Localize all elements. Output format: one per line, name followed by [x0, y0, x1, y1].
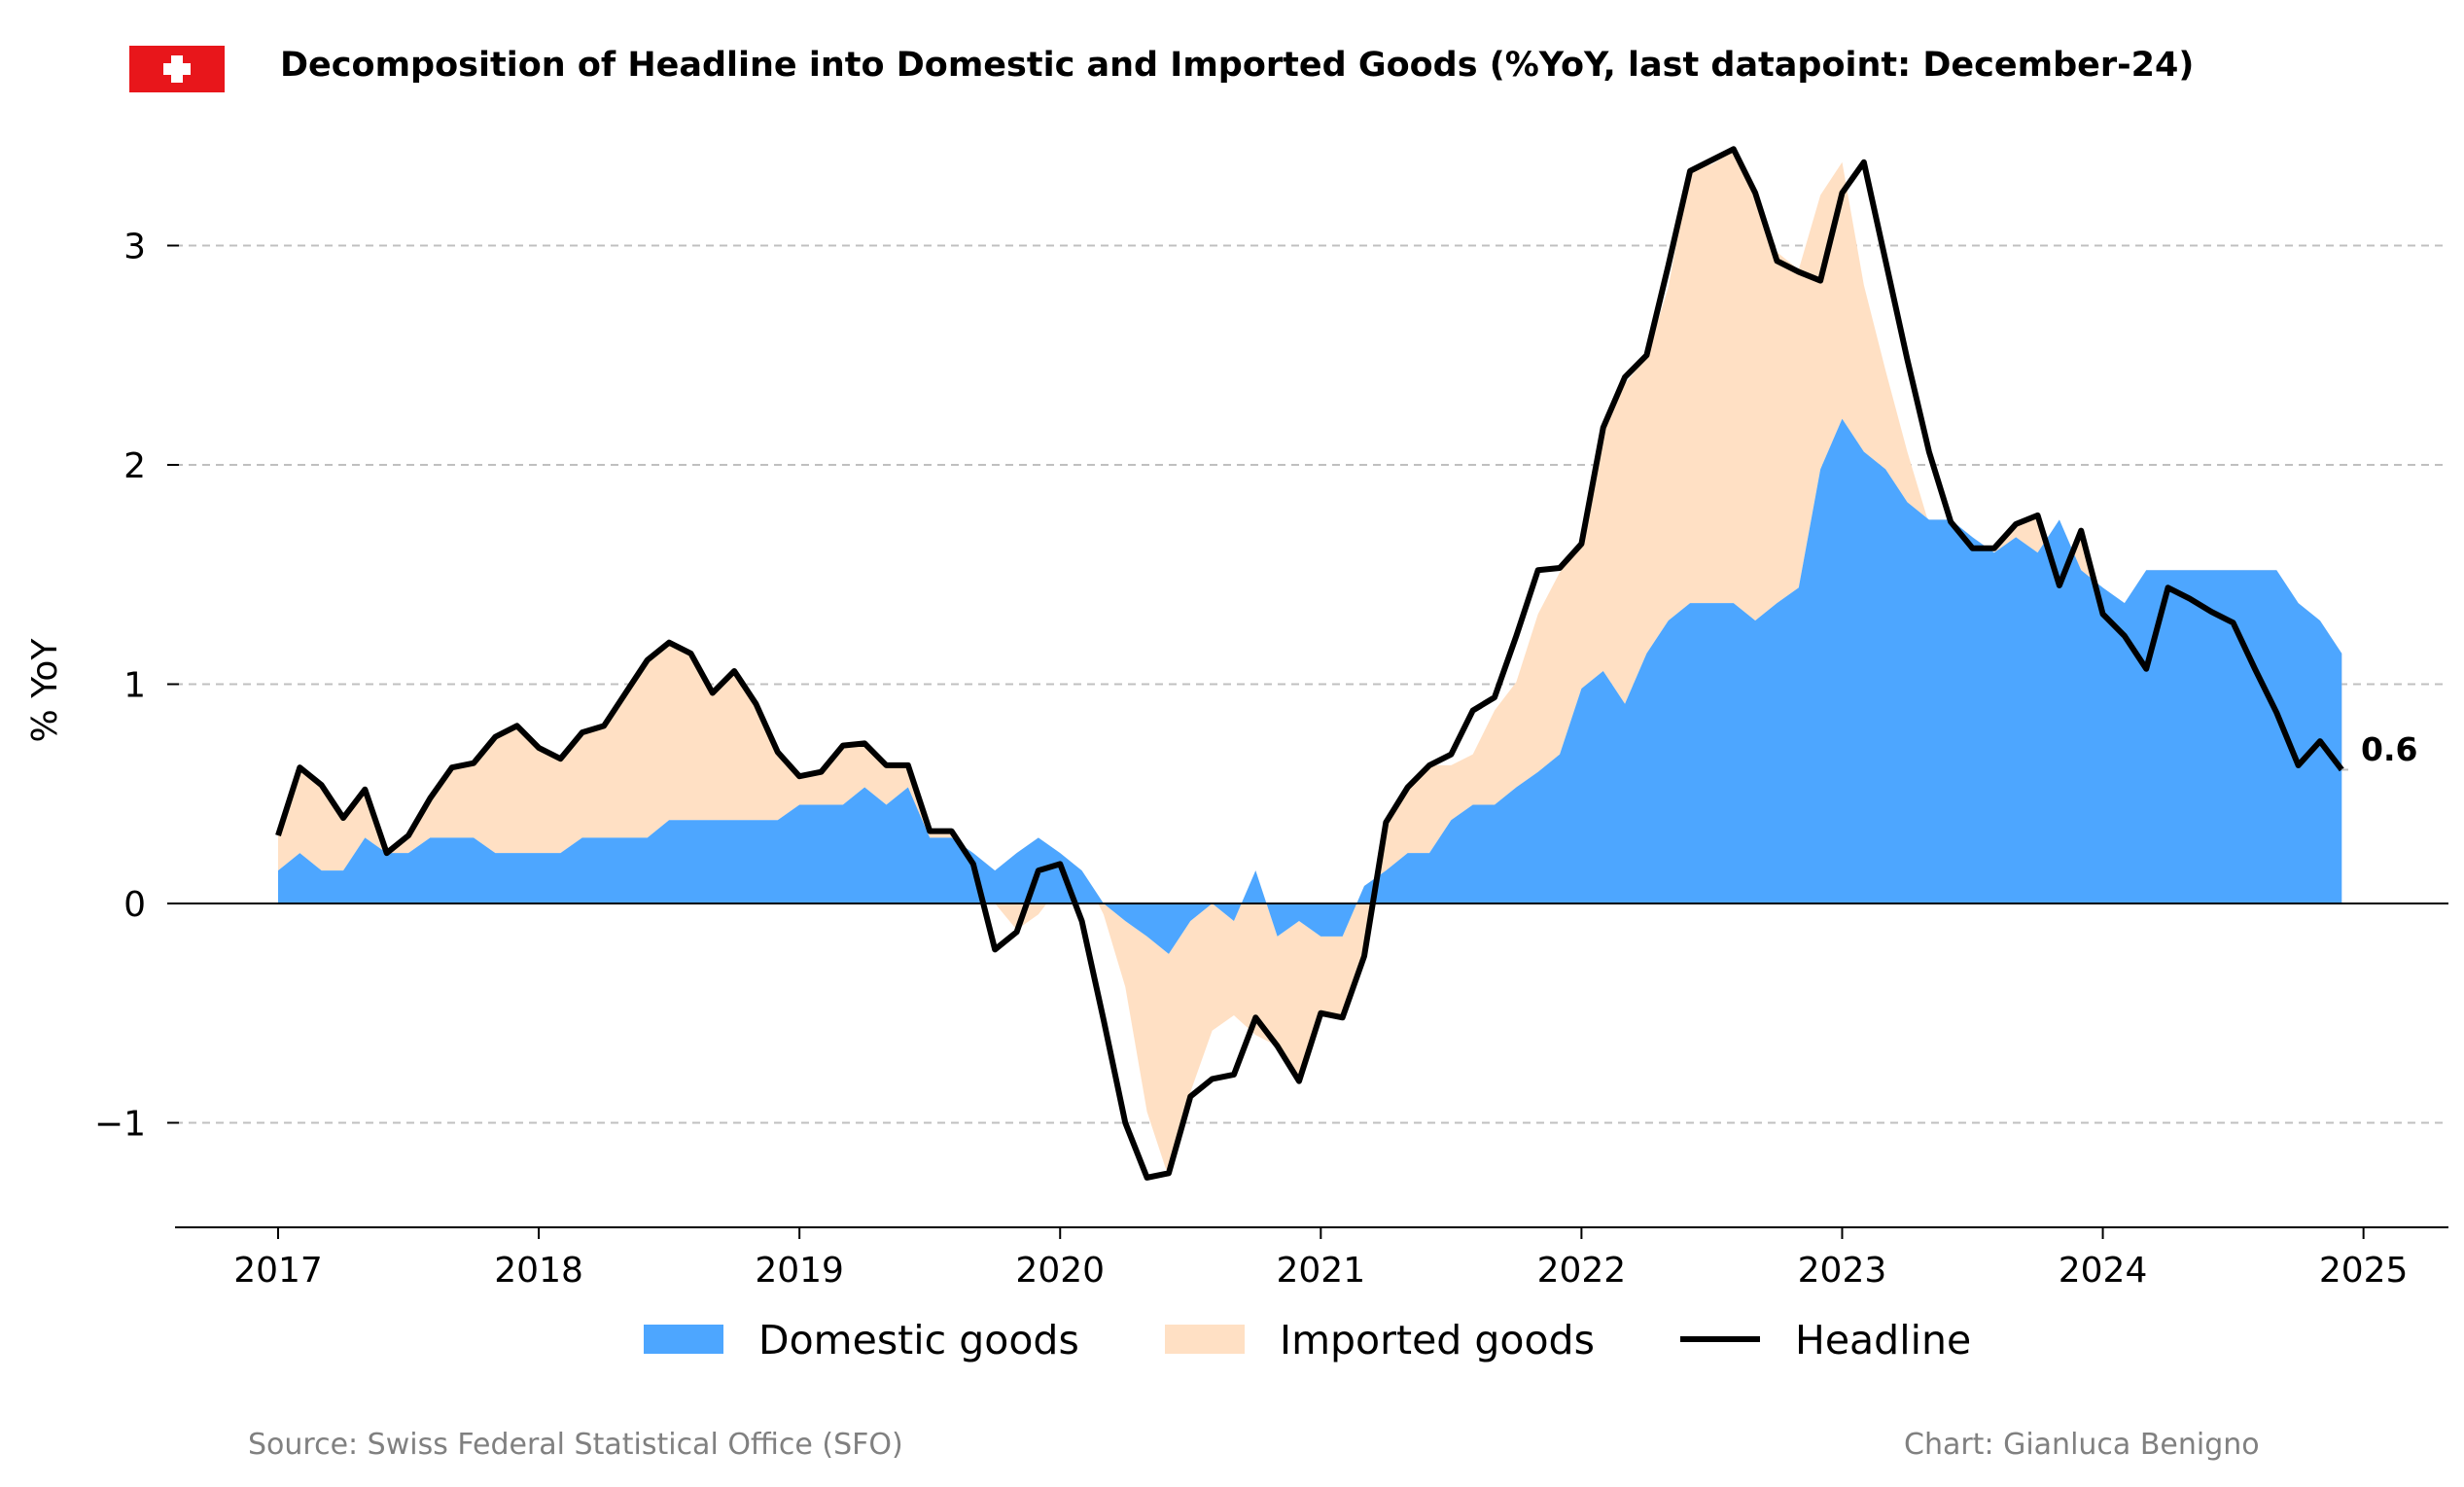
legend-label-headline: Headline: [1795, 1317, 1971, 1363]
x-tick-label: 2017: [233, 1251, 323, 1291]
x-tick-label: 2018: [494, 1251, 583, 1291]
y-axis-label: % YoY: [25, 638, 65, 743]
x-tick-label: 2019: [755, 1251, 844, 1291]
axes: −1 0 1 2 3 2017 2018 2019 2020 2021 2022 2023 2024 20…: [94, 228, 2448, 1291]
legend: Domestic goods Imported goods Headline: [644, 1317, 1971, 1363]
series-line-headline: [275, 146, 2344, 1181]
legend-swatch-imported: [1165, 1325, 1245, 1354]
x-tick-label: 2023: [1798, 1251, 1887, 1291]
legend-label-imported: Imported goods: [1280, 1317, 1595, 1363]
lines: [175, 146, 2448, 1181]
series-area-imported-goods: [278, 151, 2342, 1178]
x-tick-label: 2021: [1277, 1251, 1366, 1291]
y-tick-label: 3: [123, 228, 146, 267]
y-tick-label: 0: [123, 885, 146, 925]
source-note: Source: Swiss Federal Statistical Office…: [248, 1428, 903, 1462]
series-area-domestic-goods: [278, 418, 2342, 954]
swiss-flag-icon: [129, 46, 225, 92]
chart-title: Decomposition of Headline into Domestic …: [280, 46, 2194, 85]
x-tick-label: 2020: [1015, 1251, 1105, 1291]
last-value-label: 0.6: [2361, 730, 2417, 768]
areas: [278, 151, 2342, 1178]
x-tick-label: 2022: [1537, 1251, 1627, 1291]
chart-credit: Chart: Gianluca Benigno: [1904, 1428, 2260, 1462]
y-tick-label: 2: [123, 446, 146, 486]
x-tick-label: 2024: [2059, 1251, 2148, 1291]
y-tick-label: −1: [94, 1105, 146, 1145]
legend-label-domestic: Domestic goods: [758, 1317, 1079, 1363]
x-tick-label: 2025: [2319, 1251, 2409, 1291]
y-tick-label: 1: [123, 666, 146, 706]
legend-swatch-domestic: [644, 1325, 723, 1354]
